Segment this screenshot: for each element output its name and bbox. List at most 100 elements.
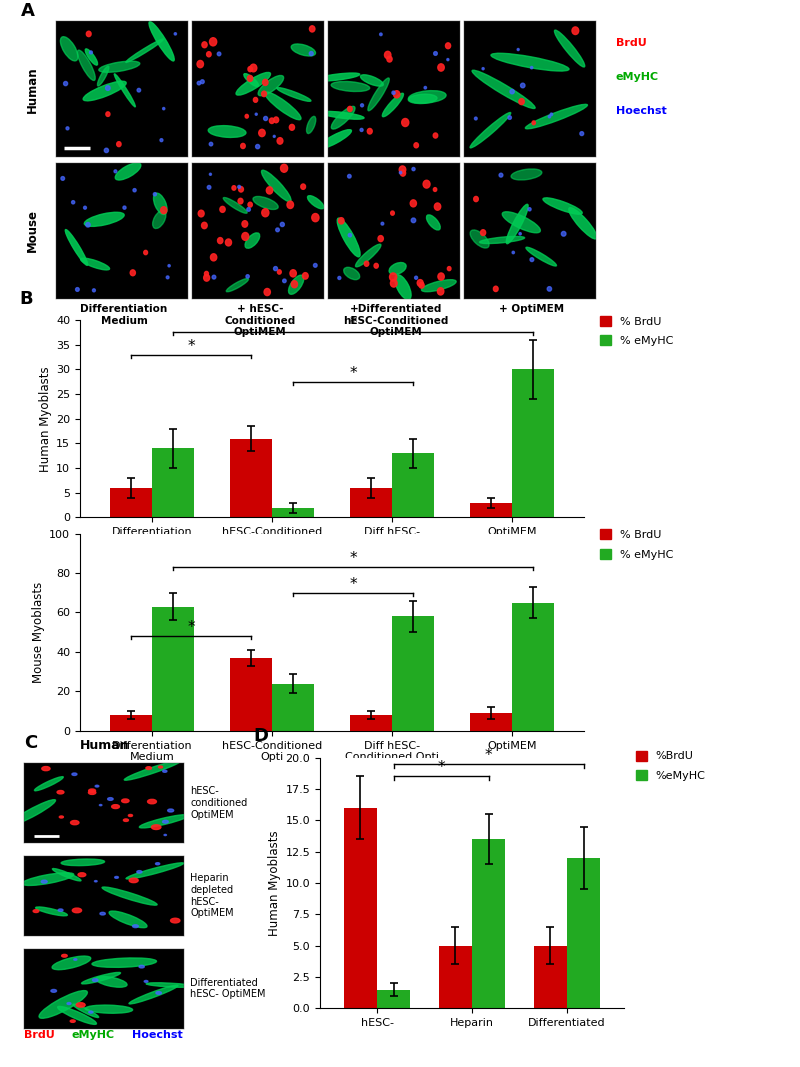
Ellipse shape (318, 130, 351, 149)
Ellipse shape (99, 61, 140, 73)
Ellipse shape (154, 193, 167, 214)
Ellipse shape (242, 221, 248, 227)
Ellipse shape (389, 262, 406, 274)
Ellipse shape (59, 816, 63, 818)
Text: *: * (349, 551, 357, 567)
Ellipse shape (526, 105, 587, 129)
Ellipse shape (355, 244, 381, 267)
Ellipse shape (310, 26, 315, 32)
Ellipse shape (250, 64, 257, 71)
Ellipse shape (248, 66, 253, 71)
Bar (272, 684, 314, 731)
Bar (470, 713, 512, 731)
Ellipse shape (278, 270, 282, 274)
Text: *: * (349, 577, 357, 592)
Ellipse shape (60, 36, 78, 61)
Ellipse shape (426, 214, 440, 230)
Ellipse shape (71, 201, 74, 204)
Ellipse shape (255, 113, 258, 115)
Text: Heparin
depleted
hESC-
OptiMEM: Heparin depleted hESC- OptiMEM (190, 874, 234, 918)
Ellipse shape (521, 83, 525, 87)
Ellipse shape (83, 206, 86, 209)
Ellipse shape (114, 74, 135, 107)
Ellipse shape (210, 173, 211, 175)
Ellipse shape (247, 208, 250, 211)
Bar (470, 503, 512, 517)
Text: Differentiated
hESC- OptiMEM: Differentiated hESC- OptiMEM (190, 977, 266, 1000)
Ellipse shape (70, 821, 79, 825)
Ellipse shape (158, 766, 162, 768)
Ellipse shape (434, 203, 441, 210)
Ellipse shape (262, 91, 266, 97)
Ellipse shape (154, 192, 157, 196)
Ellipse shape (202, 42, 207, 48)
Ellipse shape (385, 51, 391, 59)
Ellipse shape (204, 274, 210, 282)
Text: Mouse: Mouse (26, 209, 38, 252)
Ellipse shape (262, 171, 291, 202)
Bar (567, 858, 600, 1008)
Ellipse shape (402, 118, 409, 127)
Ellipse shape (276, 228, 279, 232)
Ellipse shape (499, 173, 503, 177)
Ellipse shape (572, 27, 578, 34)
Text: Hoechst: Hoechst (616, 106, 666, 115)
Y-axis label: Human Myoblasts: Human Myoblasts (39, 366, 52, 472)
Ellipse shape (470, 112, 510, 148)
Ellipse shape (554, 30, 585, 67)
Ellipse shape (245, 233, 260, 249)
Legend: % BrdU, % eMyHC: % BrdU, % eMyHC (600, 529, 673, 559)
Ellipse shape (98, 66, 109, 86)
Ellipse shape (61, 176, 65, 180)
Ellipse shape (210, 142, 213, 146)
Ellipse shape (399, 172, 402, 174)
Ellipse shape (126, 38, 163, 62)
Ellipse shape (414, 143, 418, 148)
Ellipse shape (580, 131, 584, 136)
Ellipse shape (494, 286, 498, 291)
Ellipse shape (438, 64, 444, 71)
Ellipse shape (394, 91, 400, 98)
Ellipse shape (424, 86, 426, 89)
Text: eMyHC: eMyHC (72, 1031, 115, 1040)
Ellipse shape (399, 166, 406, 174)
Ellipse shape (89, 789, 95, 793)
Ellipse shape (220, 206, 225, 212)
Ellipse shape (84, 212, 124, 226)
Ellipse shape (93, 978, 98, 982)
Ellipse shape (528, 208, 531, 211)
Ellipse shape (10, 799, 55, 826)
Ellipse shape (307, 195, 324, 209)
Ellipse shape (274, 117, 278, 123)
Ellipse shape (146, 767, 151, 769)
Ellipse shape (331, 107, 355, 129)
Ellipse shape (100, 912, 106, 915)
Ellipse shape (210, 254, 217, 261)
Bar (152, 448, 194, 517)
Ellipse shape (67, 1003, 71, 1004)
Ellipse shape (306, 116, 316, 133)
Ellipse shape (387, 57, 392, 62)
Bar (392, 453, 434, 517)
Ellipse shape (302, 272, 308, 280)
Ellipse shape (482, 67, 484, 69)
Ellipse shape (315, 73, 360, 81)
Ellipse shape (338, 218, 360, 257)
Bar (350, 488, 392, 517)
Ellipse shape (481, 229, 486, 236)
Ellipse shape (244, 74, 258, 86)
Ellipse shape (147, 799, 157, 803)
Ellipse shape (548, 115, 550, 117)
Ellipse shape (547, 287, 551, 291)
Ellipse shape (95, 785, 99, 787)
Ellipse shape (361, 103, 363, 107)
Ellipse shape (218, 52, 221, 55)
Text: A: A (21, 2, 35, 19)
Ellipse shape (360, 128, 363, 131)
Bar (512, 369, 554, 517)
Ellipse shape (126, 863, 184, 879)
Ellipse shape (106, 112, 110, 116)
Ellipse shape (245, 114, 249, 118)
Ellipse shape (253, 196, 278, 209)
Ellipse shape (423, 180, 430, 188)
